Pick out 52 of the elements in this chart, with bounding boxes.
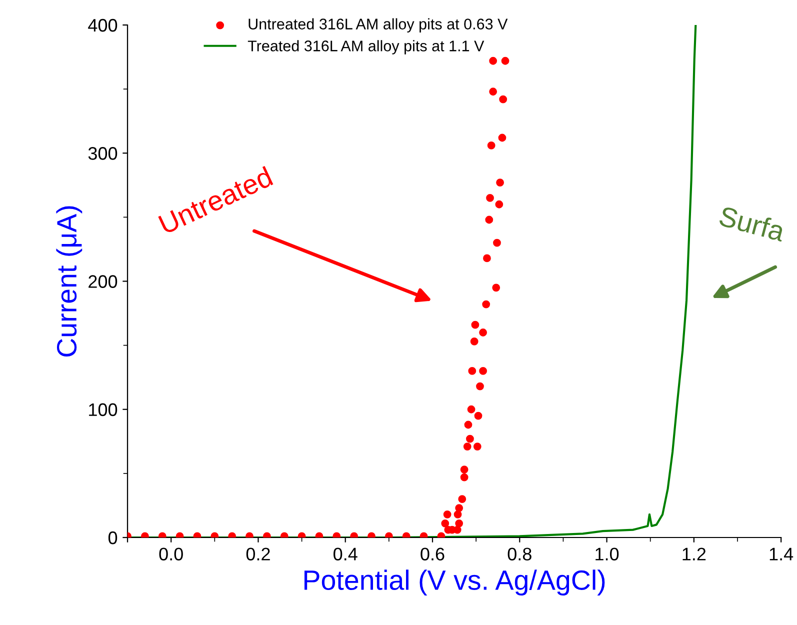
point <box>476 382 484 390</box>
point <box>482 300 490 308</box>
y-axis-title: Current (μA) <box>56 206 82 357</box>
point <box>467 405 476 414</box>
point <box>486 194 494 202</box>
point <box>499 95 508 104</box>
point <box>471 320 480 329</box>
legend-label: Untreated 316L AM alloy pits at 0.63 V <box>248 18 508 32</box>
y-tick-label: 0 <box>108 531 118 544</box>
x-axis-title: Potential (V vs. Ag/AgCl) <box>304 570 605 596</box>
x-tick-label: 0.0 <box>159 548 183 560</box>
point <box>473 442 482 450</box>
point <box>498 134 506 142</box>
point <box>443 510 452 518</box>
point <box>441 519 450 528</box>
x-tick-label: 0.4 <box>334 548 358 560</box>
legend-label: Treated 316L AM alloy pits at 1.1 V <box>248 40 484 54</box>
y-tick-label: 100 <box>89 403 118 416</box>
point <box>501 56 510 65</box>
point <box>470 338 478 346</box>
x-tick-label: 0.2 <box>246 548 270 560</box>
x-tick-label: 1.2 <box>682 548 706 560</box>
point <box>455 519 464 528</box>
point <box>458 495 466 504</box>
point <box>460 473 468 482</box>
point <box>460 466 468 474</box>
point <box>489 56 498 65</box>
point <box>454 510 462 518</box>
point <box>496 178 504 187</box>
point <box>466 434 474 443</box>
point <box>468 366 476 375</box>
point <box>489 88 498 96</box>
x-tick-label: 0.8 <box>508 548 532 560</box>
y-tick-label: 200 <box>88 275 118 288</box>
point <box>464 420 472 429</box>
point <box>487 141 496 150</box>
point <box>492 284 500 292</box>
x-tick-label: 1.4 <box>770 548 794 560</box>
annotation: Surfa <box>718 205 787 242</box>
point <box>485 216 494 224</box>
x-tick-label: 0.6 <box>420 548 444 560</box>
point <box>483 254 491 262</box>
y-tick-label: 300 <box>88 147 118 160</box>
point <box>495 200 504 208</box>
x-tick-label: 1.0 <box>596 548 619 560</box>
point <box>479 366 487 375</box>
point <box>493 238 501 247</box>
point <box>474 412 482 420</box>
point <box>479 328 487 336</box>
point <box>463 442 472 450</box>
y-tick-label: 400 <box>88 18 118 32</box>
point <box>455 504 464 512</box>
